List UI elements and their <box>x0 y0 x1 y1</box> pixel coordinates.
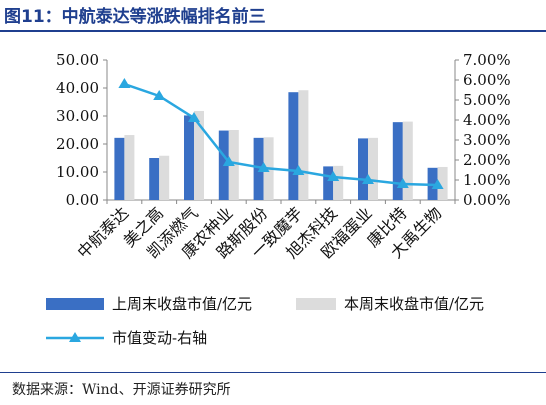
y-right-tick-label: 3.00% <box>463 131 511 149</box>
line-point-triangle <box>257 162 270 172</box>
source-note: 数据来源：Wind、开源证券研究所 <box>12 382 231 398</box>
y-right-tick-label: 1.00% <box>463 171 511 189</box>
y-left-tick-label: 0.00 <box>66 191 99 209</box>
line-point-triangle <box>396 178 409 188</box>
line-point-triangle <box>431 179 444 189</box>
legend-swatch-triangle <box>69 332 81 342</box>
combo-chart: 0.00 10.00 20.00 30.00 40.00 50.00 0.00% 1.00% 2… <box>46 51 511 347</box>
source-rule <box>0 372 546 373</box>
line-point-triangle <box>153 90 166 100</box>
bar-last-week <box>288 92 299 200</box>
y-right-tick-label: 7.00% <box>463 51 511 69</box>
bar-last-week <box>253 137 264 200</box>
y-right-tick-label: 5.00% <box>463 91 511 109</box>
title-rule <box>0 30 546 32</box>
y-left-tick-label: 50.00 <box>56 51 99 69</box>
legend-swatch-this-week <box>296 298 336 310</box>
line-point-triangle <box>222 156 235 166</box>
bar-this-week <box>124 135 135 200</box>
legend-label-this-week: 本周末收盘市值/亿元 <box>344 295 484 313</box>
y-left-tick-label: 30.00 <box>56 107 99 125</box>
line-point-triangle <box>292 165 305 175</box>
line-point-triangle <box>118 78 131 88</box>
figure-title: 图11：中航泰达等涨跌幅排名前三 <box>4 7 266 27</box>
chart-line <box>118 78 444 189</box>
bar-this-week <box>194 110 204 200</box>
y-left-tick-label: 20.00 <box>56 135 99 153</box>
bar-this-week <box>333 165 344 200</box>
line-point-triangle <box>327 171 340 181</box>
y-left-tick-label: 10.00 <box>56 163 99 181</box>
bar-this-week <box>298 90 309 200</box>
bar-last-week <box>323 166 334 200</box>
bar-last-week <box>114 137 125 200</box>
legend-label-line: 市值变动-右轴 <box>112 329 207 347</box>
y-right-tick-label: 4.00% <box>463 111 511 129</box>
line-market-cap-change <box>123 82 438 187</box>
bar-last-week <box>184 115 194 200</box>
y-right-tick-label: 6.00% <box>463 71 511 89</box>
y-right-tick-label: 0.00% <box>463 191 511 209</box>
bar-last-week <box>358 138 368 200</box>
line-point-triangle <box>362 174 374 184</box>
bar-this-week <box>402 121 413 200</box>
line-point-triangle <box>188 112 200 122</box>
y-left-tick-label: 40.00 <box>56 79 99 97</box>
bar-this-week <box>437 166 448 200</box>
bar-last-week <box>149 158 160 200</box>
legend-label-last-week: 上周末收盘市值/亿元 <box>112 295 252 313</box>
y-right-tick-label: 2.00% <box>463 151 511 169</box>
legend-swatch-last-week <box>46 298 104 310</box>
bar-this-week <box>159 155 170 200</box>
bar-this-week <box>368 137 378 200</box>
bar-last-week <box>392 122 403 200</box>
